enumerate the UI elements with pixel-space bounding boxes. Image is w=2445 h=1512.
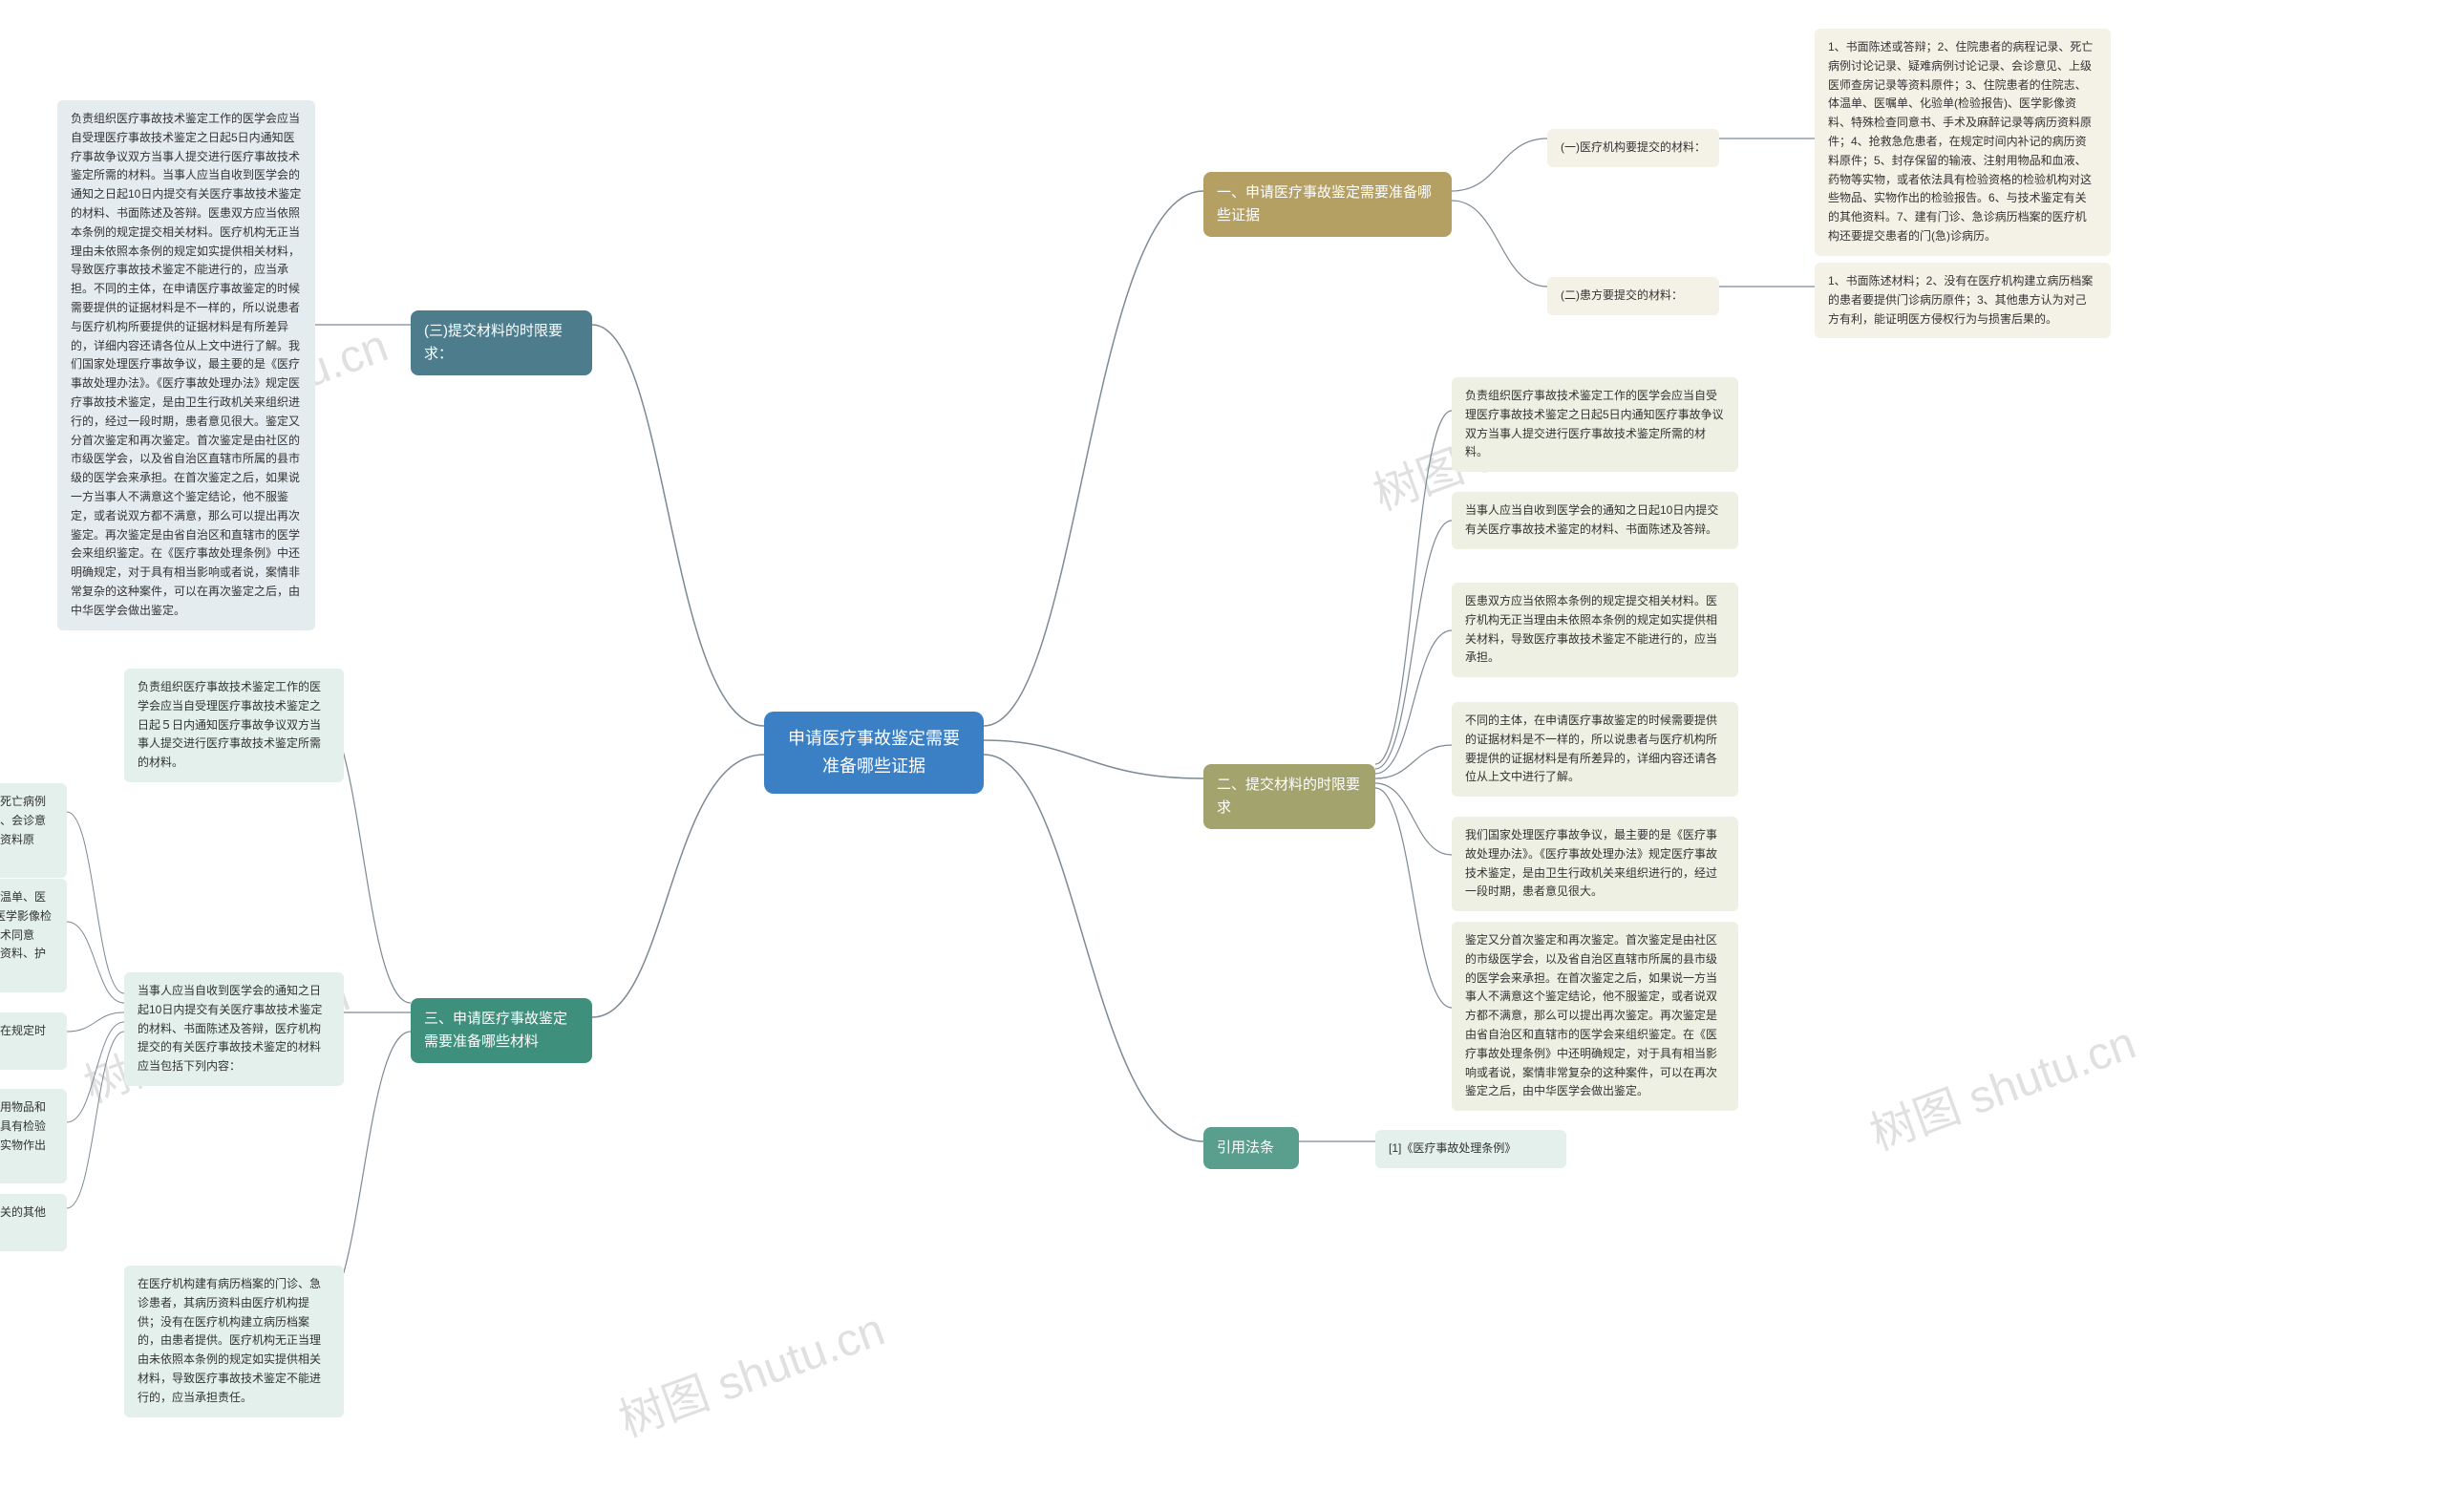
l-s4-i4: （四）封存保留的输液、注射用物品和血液、药物等实物，或者依法具有检验资格的检验机… — [0, 1089, 67, 1183]
l-s3-text: 负责组织医疗事故技术鉴定工作的医学会应当自受理医疗事故技术鉴定之日起5日内通知医… — [57, 100, 315, 630]
l-s4-title: 三、申请医疗事故鉴定需要准备哪些材料 — [411, 998, 592, 1063]
watermark: 树图 shutu.cn — [1860, 1005, 2143, 1162]
r-s2-p2: 当事人应当自收到医学会的通知之日起10日内提交有关医疗事故技术鉴定的材料、书面陈… — [1452, 492, 1738, 549]
r-s1-c2-text: 1、书面陈述材料；2、没有在医疗机构建立病历档案的患者要提供门诊病历原件；3、其… — [1815, 263, 2111, 338]
watermark: 树图 shutu.cn — [608, 1291, 892, 1449]
r-s1-c1-label: (一)医疗机构要提交的材料： — [1547, 129, 1719, 167]
l-s4-i3: （三）抢救急危患者，一定要在规定时间内补记的病历资料原件； — [0, 1012, 67, 1070]
r-s2-p4: 不同的主体，在申请医疗事故鉴定的时候需要提供的证据材料是不一样的，所以说患者与医… — [1452, 702, 1738, 797]
l-s4-mid: 当事人应当自收到医学会的通知之日起10日内提交有关医疗事故技术鉴定的材料、书面陈… — [124, 972, 344, 1086]
l-s4-tail: 在医疗机构建有病历档案的门诊、急诊患者，其病历资料由医疗机构提供；没有在医疗机构… — [124, 1266, 344, 1417]
r-s2-p5: 我们国家处理医疗事故争议，最主要的是《医疗事故处理办法》。《医疗事故处理办法》规… — [1452, 817, 1738, 911]
r-s1-title: 一、申请医疗事故鉴定需要准备哪些证据 — [1203, 172, 1452, 237]
l-s4-p0: 负责组织医疗事故技术鉴定工作的医学会应当自受理医疗事故技术鉴定之日起５日内通知医… — [124, 669, 344, 782]
r-s2-title: 二、提交材料的时限要求 — [1203, 764, 1375, 829]
r-s3-ref: [1]《医疗事故处理条例》 — [1375, 1130, 1566, 1168]
r-s1-c2-label: (二)患方要提交的材料： — [1547, 277, 1719, 315]
l-s4-i5: （五）与医疗事故技术鉴定有关的其他材料。 — [0, 1194, 67, 1251]
r-s1-c1-text: 1、书面陈述或答辩；2、住院患者的病程记录、死亡病例讨论记录、疑难病例讨论记录、… — [1815, 29, 2111, 256]
r-s3-title: 引用法条 — [1203, 1127, 1299, 1169]
center-node: 申请医疗事故鉴定需要准备哪些证据 — [764, 712, 984, 794]
l-s3-title: (三)提交材料的时限要求： — [411, 310, 592, 375]
r-s2-p6: 鉴定又分首次鉴定和再次鉴定。首次鉴定是由社区的市级医学会，以及省自治区直辖市所属… — [1452, 922, 1738, 1111]
l-s4-i2: （二）住院患者的住院志、体温单、医嘱单、化验单（检验报告）、医学影像检查资料、特… — [0, 879, 67, 992]
r-s2-p3: 医患双方应当依照本条例的规定提交相关材料。医疗机构无正当理由未依照本条例的规定如… — [1452, 583, 1738, 677]
l-s4-i1: （一）住院患者的病程记录、死亡病例讨论记录、疑难病例讨论记录、会诊意见、上级医师… — [0, 783, 67, 878]
r-s2-p1: 负责组织医疗事故技术鉴定工作的医学会应当自受理医疗事故技术鉴定之日起5日内通知医… — [1452, 377, 1738, 472]
